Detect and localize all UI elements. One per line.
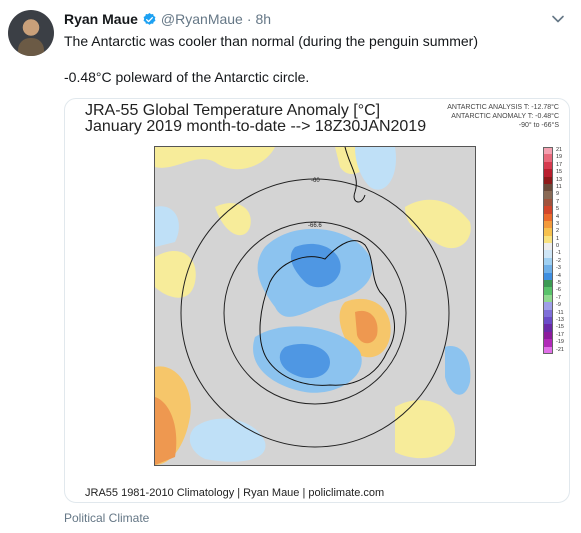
colorbar-scale (543, 147, 553, 354)
colorbar-cell (543, 183, 553, 192)
tweet-text-line2: -0.48°C poleward of the Antarctic circle… (64, 69, 310, 85)
colorbar-cell (543, 206, 553, 214)
colorbar-cell (543, 235, 553, 244)
colorbar-label: 15 (556, 169, 563, 176)
south-america-coastline (344, 147, 366, 203)
colorbar-cell (543, 257, 553, 266)
colorbar-cell (543, 191, 553, 199)
cool-region (155, 206, 179, 247)
colorbar-label: 4 (556, 213, 560, 220)
warm-region (155, 397, 177, 465)
colorbar-label: -19 (556, 339, 564, 346)
colorbar-label: -6 (556, 287, 561, 294)
latitude-60-circle (180, 178, 450, 448)
colorbar-cell (543, 147, 553, 155)
colorbar-cell (543, 154, 553, 162)
cool-region (279, 343, 330, 379)
colorbar-cell (543, 161, 553, 170)
colorbar-label: -5 (556, 280, 561, 287)
author-handle[interactable]: @RyanMaue (160, 11, 243, 27)
warm-region (395, 400, 455, 459)
cool-region (355, 147, 396, 190)
polar-map: -60 -66.6 (155, 147, 471, 465)
cool-region (189, 418, 266, 462)
antarctic-circle (223, 221, 407, 405)
anomaly-map: -60 -66.6 (154, 146, 476, 466)
colorbar-label: -9 (556, 302, 561, 309)
colorbar-cell (543, 331, 553, 340)
colorbar-label: -3 (556, 265, 561, 272)
colorbar-cell (543, 169, 553, 177)
verified-badge-icon (143, 12, 156, 25)
colorbar-label: -4 (556, 272, 561, 279)
colorbar-cell (543, 346, 553, 354)
colorbar-label: -15 (556, 324, 564, 331)
colorbar-label: -7 (556, 294, 561, 301)
colorbar-cell (543, 302, 553, 310)
colorbar-cell (543, 220, 553, 229)
colorbar-label: -17 (556, 331, 564, 338)
chevron-down-icon[interactable] (551, 12, 565, 26)
analysis-range: -90° to -66°S (518, 122, 559, 129)
author-avatar[interactable] (8, 10, 54, 56)
tweet-media-card[interactable]: JRA-55 Global Temperature Anomaly [°C] J… (64, 98, 570, 503)
colorbar-cell (543, 176, 553, 184)
warm-region (155, 147, 275, 170)
colorbar-cell (543, 287, 553, 295)
analysis-temperature: ANTARCTIC ANALYSIS T: -12.78°C (447, 104, 559, 111)
colorbar-label: -13 (556, 316, 564, 323)
colorbar-cell (543, 324, 553, 332)
tweet-header: Ryan Maue @RyanMaue · 8h (64, 10, 271, 28)
cool-region (290, 243, 341, 288)
colorbar-label: 13 (556, 176, 563, 183)
colorbar-cell (543, 316, 553, 325)
colorbar-cell (543, 309, 553, 317)
colorbar-cell (543, 339, 553, 347)
colorbar-cell (543, 198, 553, 207)
warm-region (405, 199, 471, 249)
colorbar-label: 2 (556, 228, 560, 235)
cool-region (445, 346, 471, 395)
tweet-source-label[interactable]: Political Climate (64, 511, 150, 525)
tweet-timestamp[interactable]: 8h (255, 11, 272, 27)
latitude-label-inner: -66.6 (308, 223, 322, 229)
warm-region (155, 251, 196, 298)
colorbar-label: -1 (556, 250, 561, 257)
colorbar-label: 19 (556, 154, 563, 161)
colorbar-cell (543, 250, 553, 258)
colorbar-label: 21 (556, 147, 563, 153)
colorbar-cell (543, 272, 553, 281)
author-name[interactable]: Ryan Maue (64, 11, 138, 27)
colorbar-cell (543, 243, 553, 251)
colorbar-label: 9 (556, 191, 560, 198)
colorbar-label: 5 (556, 206, 560, 213)
analysis-anomaly: ANTARCTIC ANOMALY T: -0.48°C (451, 113, 559, 120)
latitude-label-outer: -60 (311, 178, 320, 184)
antarctica-coastline (259, 240, 395, 386)
colorbar-label: 17 (556, 161, 563, 168)
colorbar-cell (543, 213, 553, 221)
colorbar-label: 11 (556, 183, 562, 190)
warm-region (215, 203, 251, 236)
colorbar-cell (543, 294, 553, 303)
tweet-text-line1: The Antarctic was cooler than normal (du… (64, 33, 478, 49)
map-title: JRA-55 Global Temperature Anomaly [°C] (85, 102, 381, 119)
colorbar-label: 0 (556, 243, 560, 250)
colorbar-labels: 21 19 17 15 13 11 9 7 5 4 3 2 1 0 -1 -2 -3 -4 -5 -6 -7 -9 -11-… (556, 147, 569, 354)
colorbar-label: -2 (556, 257, 561, 264)
map-credit: JRA55 1981-2010 Climatology | Ryan Maue … (85, 487, 385, 499)
colorbar-label: 1 (556, 235, 560, 242)
colorbar-label: 3 (556, 220, 560, 227)
warm-region (355, 310, 378, 344)
colorbar-cell (543, 280, 553, 288)
colorbar-label: -11 (556, 309, 564, 316)
colorbar-label: 7 (556, 198, 560, 205)
colorbar-cell (543, 265, 553, 273)
colorbar-cell (543, 228, 553, 236)
colorbar-label: -21 (556, 346, 564, 353)
separator-dot: · (246, 11, 252, 27)
map-subtitle: January 2019 month-to-date --> 18Z30JAN2… (85, 118, 427, 135)
